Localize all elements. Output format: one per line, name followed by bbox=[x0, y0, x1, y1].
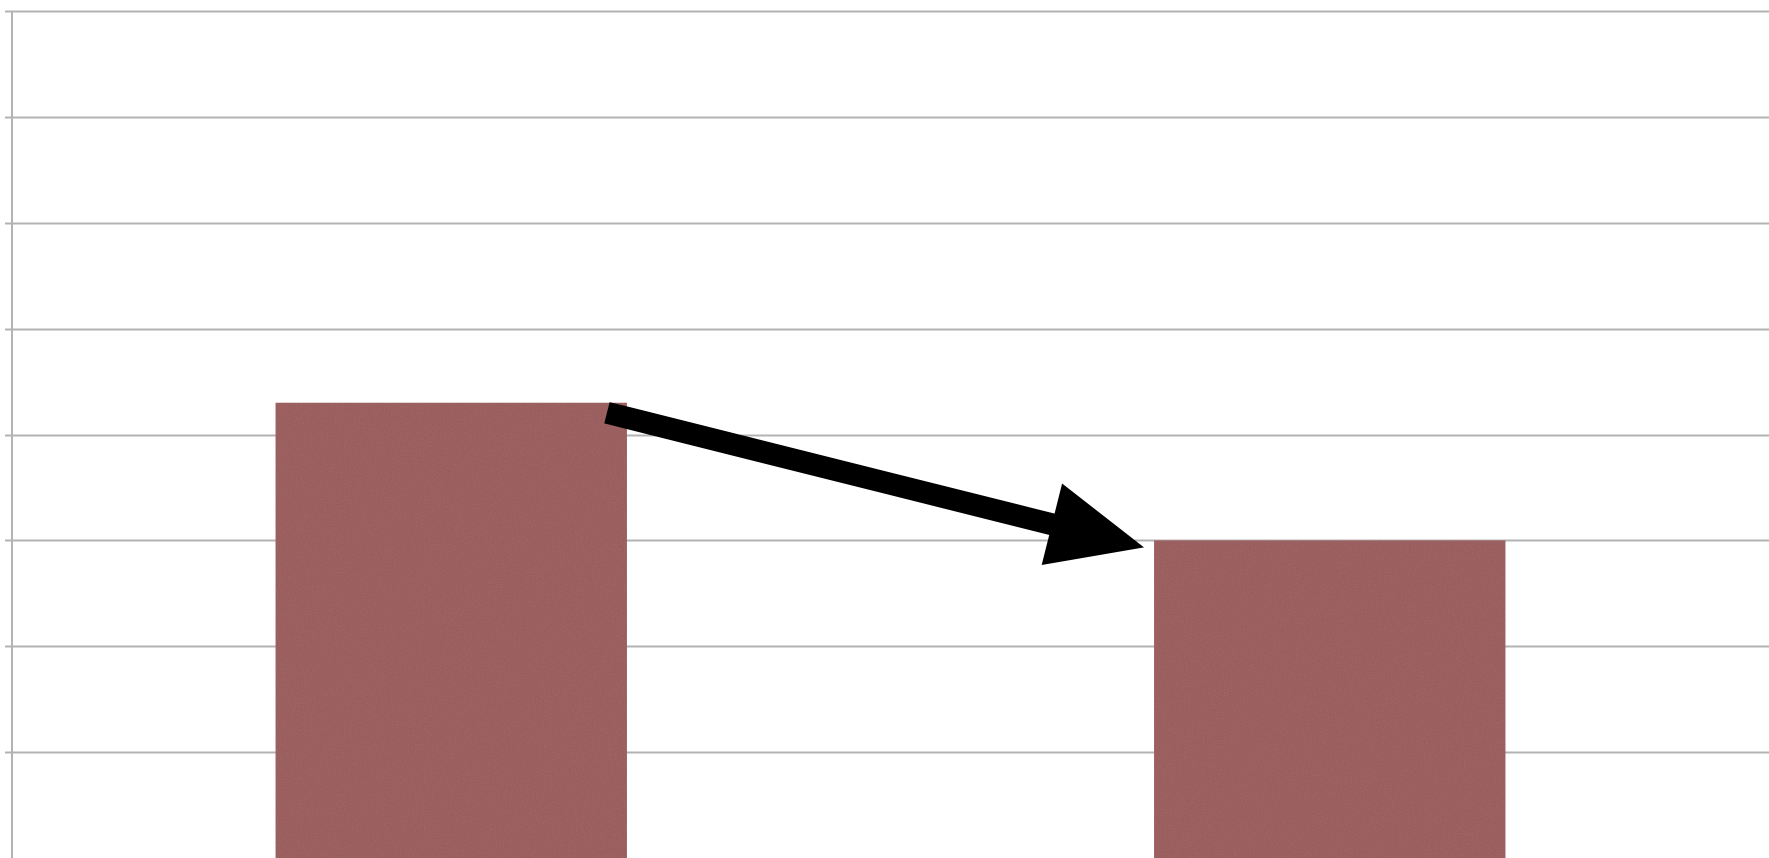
annotations bbox=[604, 402, 1144, 565]
bar-2 bbox=[1154, 540, 1506, 858]
bars bbox=[275, 402, 1506, 858]
trend-arrow-shaft bbox=[604, 402, 1065, 538]
bar-1 bbox=[275, 402, 627, 858]
y-axis bbox=[5, 10, 13, 858]
trend-arrow-head bbox=[1041, 483, 1144, 565]
